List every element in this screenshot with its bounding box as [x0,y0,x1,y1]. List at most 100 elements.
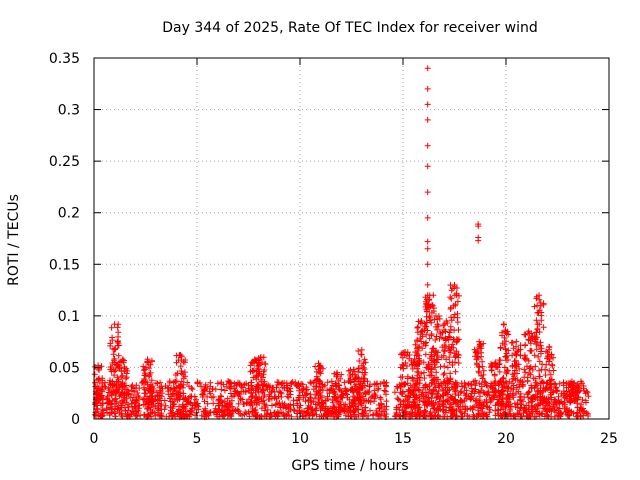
data-point [98,386,105,393]
data-point [257,354,264,361]
data-point [319,399,326,406]
data-point [449,341,456,348]
data-point [528,382,535,389]
data-point [329,399,336,406]
data-point [447,375,454,382]
x-tick-label: 25 [600,431,618,447]
data-point [180,390,187,397]
data-point [469,406,476,413]
data-point [108,324,115,331]
data-point [253,401,260,408]
data-point [191,393,198,400]
data-point [452,400,459,407]
data-point [319,383,326,390]
data-point [399,391,406,398]
data-point [424,292,431,299]
x-tick-labels: 0 5 10 15 20 25 [90,431,618,447]
data-point [260,371,267,378]
data-point [249,392,256,399]
data-point [443,356,450,363]
data-point [120,357,127,364]
data-point [221,398,228,405]
data-point [331,389,338,396]
data-point [284,382,291,389]
data-point [490,389,497,396]
data-point [118,381,124,388]
y-tick-label: 0.05 [49,360,80,376]
data-point [100,407,107,414]
data-point [481,410,487,417]
data-point [111,410,118,417]
data-point [404,352,410,359]
data-point [240,401,247,408]
data-point [128,411,135,418]
data-point [521,352,528,359]
data-point [533,295,540,302]
data-point [414,372,421,379]
data-point [224,395,231,402]
data-point [476,399,483,406]
data-point [449,395,456,402]
data-point [547,381,554,388]
data-point [328,410,335,417]
data-point [103,409,110,416]
data-point [242,409,249,415]
data-point [355,348,362,354]
data-point [360,375,367,382]
data-point [504,367,511,374]
data-point [412,387,419,393]
data-point [180,375,187,382]
data-point [509,380,515,387]
data-point [440,379,447,385]
data-point [424,245,431,252]
data-point [391,389,398,396]
data-point [447,306,454,312]
data-point [359,369,366,376]
data-point [159,385,166,392]
data-point [497,357,504,364]
data-point [216,403,223,409]
data-point [355,365,362,372]
x-axis-label: GPS time / hours [291,458,408,474]
data-point [479,375,486,382]
data-point [498,388,505,395]
data-point [248,386,255,393]
data-point [278,380,285,387]
data-point [447,326,454,333]
data-point [307,379,314,386]
data-point [166,379,173,386]
data-point [227,403,234,410]
data-point [501,341,508,348]
data-point [444,364,451,371]
data-point [93,394,100,401]
data-point [279,400,286,407]
data-point [451,281,458,288]
data-point [106,387,113,393]
data-point [540,379,546,386]
data-point [366,383,373,390]
data-point [254,363,260,369]
data-point [418,338,425,345]
data-point [423,331,430,338]
data-point [534,309,541,316]
data-point [356,384,363,391]
data-point [435,384,442,391]
data-point [434,352,441,359]
data-point [547,387,554,394]
data-point [366,388,373,395]
data-point [182,357,189,363]
data-point [529,366,536,373]
data-point [144,356,151,363]
data-point [316,380,323,387]
data-point [432,323,439,330]
data-point [306,412,313,419]
data-point [254,396,261,403]
data-point [381,408,387,415]
data-point [109,381,116,388]
data-point [383,391,389,398]
data-point [107,342,114,349]
data-point [201,386,208,393]
data-point [131,392,137,398]
data-point [401,409,408,416]
data-point [308,380,315,387]
